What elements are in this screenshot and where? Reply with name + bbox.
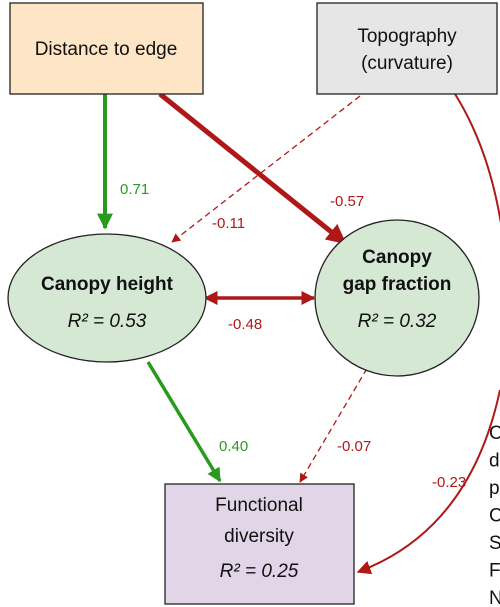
node-ellipse [314, 219, 480, 377]
edge-label: 0.40 [219, 438, 248, 455]
edge-label: -0.57 [330, 193, 364, 210]
node-label: R² = 0.53 [68, 311, 147, 332]
node-box [316, 2, 498, 95]
edge [158, 92, 347, 245]
node-label: diversity [224, 526, 294, 547]
node-label: R² = 0.25 [220, 561, 299, 582]
node-label: Distance to edge [35, 39, 178, 60]
edge-label: -0.07 [337, 438, 371, 455]
node-label: Canopy [362, 247, 432, 268]
node-label: Canopy height [41, 274, 174, 295]
edge-label: -0.23 [432, 474, 466, 491]
edge-label: 0.71 [120, 181, 149, 198]
side-text-line: F [489, 561, 500, 582]
edge-label: -0.48 [228, 316, 262, 333]
node-label: (curvature) [361, 53, 453, 74]
node-ellipse [7, 233, 207, 363]
node-label: Topography [357, 26, 457, 47]
edge [299, 359, 373, 483]
node-box [9, 2, 204, 95]
node-label: Functional [215, 495, 303, 516]
side-text-line: d [489, 451, 500, 472]
side-text-line: C [489, 506, 500, 527]
edge-label: -0.11 [212, 215, 245, 232]
side-text-line: S [489, 533, 500, 554]
edge [146, 361, 222, 483]
edge [358, 93, 500, 572]
node-label: gap fraction [343, 274, 452, 295]
edge [171, 95, 361, 243]
side-text-line: C [489, 423, 500, 444]
side-text-line: p [489, 478, 500, 499]
node-label: R² = 0.32 [358, 311, 437, 332]
side-text-line: N [489, 588, 500, 607]
node-box [164, 483, 355, 605]
